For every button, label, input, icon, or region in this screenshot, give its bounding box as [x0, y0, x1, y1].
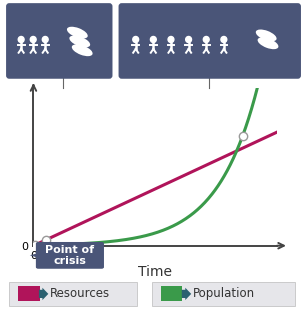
- Text: Population: Population: [193, 287, 255, 300]
- Text: Point of
crisis: Point of crisis: [45, 244, 95, 266]
- Text: Resources: Resources: [50, 287, 110, 300]
- FancyBboxPatch shape: [36, 242, 104, 269]
- X-axis label: Time: Time: [138, 265, 172, 279]
- Polygon shape: [30, 253, 38, 258]
